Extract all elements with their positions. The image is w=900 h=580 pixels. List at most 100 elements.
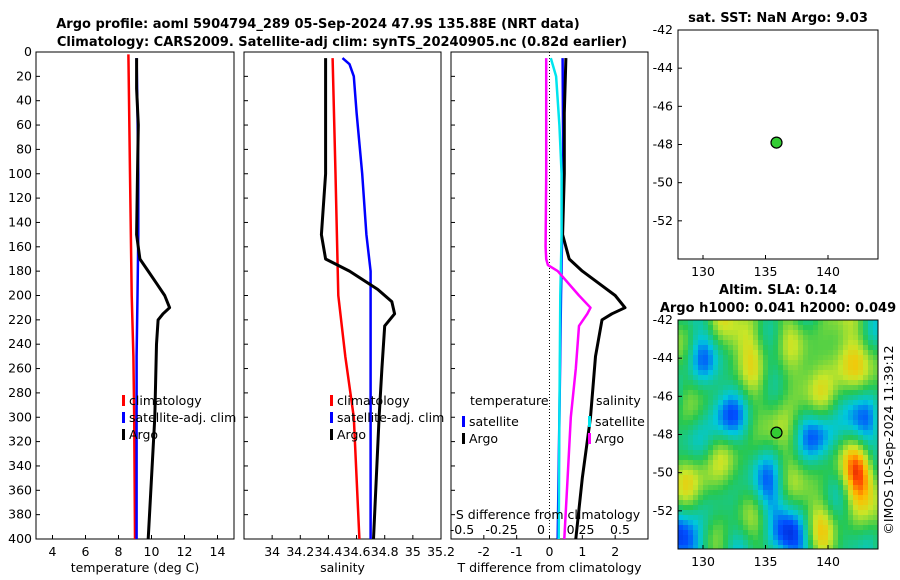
sla-cell: [828, 525, 834, 531]
sla-cell: [683, 435, 689, 441]
sla-cell: [713, 545, 719, 549]
sla-cell: [733, 475, 739, 481]
sla-cell: [688, 455, 694, 461]
sla-cell: [693, 500, 699, 506]
sla-cell: [753, 325, 759, 331]
sla-cell: [783, 415, 789, 421]
sla-cell: [873, 465, 878, 471]
sla-cell: [838, 390, 844, 396]
sla-cell: [728, 470, 734, 476]
sla-cell: [723, 520, 729, 526]
sla-cell: [703, 430, 709, 436]
sla-cell: [783, 405, 789, 411]
sla-cell: [828, 480, 834, 486]
sla-cell: [683, 425, 689, 431]
sla-cell: [788, 495, 794, 501]
sla-cell: [853, 535, 859, 541]
sla-cell: [818, 400, 824, 406]
sla-cell: [838, 365, 844, 371]
sla-cell: [708, 460, 714, 466]
sla-cell: [798, 410, 804, 416]
sla-cell: [688, 530, 694, 536]
sla-cell: [843, 475, 849, 481]
sla-cell: [823, 410, 829, 416]
sla-map-title-line1: Altim. SLA: 0.14: [719, 283, 837, 298]
sla-cell: [783, 510, 789, 516]
sla-cell: [808, 425, 814, 431]
sla-cell: [798, 420, 804, 426]
sla-cell: [863, 445, 869, 451]
sla-cell: [728, 340, 734, 346]
sla-cell: [758, 470, 764, 476]
sla-cell: [848, 355, 854, 361]
sla-cell: [848, 350, 854, 356]
sla-cell: [848, 425, 854, 431]
sla-cell: [803, 450, 809, 456]
sla-cell: [803, 410, 809, 416]
sla-cell: [723, 515, 729, 521]
sla-cell: [788, 430, 794, 436]
sla-cell: [768, 510, 774, 516]
sla-cell: [788, 485, 794, 491]
salinity-legend-label: Argo: [337, 427, 366, 442]
sla-cell: [843, 390, 849, 396]
sla-cell: [793, 460, 799, 466]
sla-cell: [748, 520, 754, 526]
sla-cell: [743, 475, 749, 481]
difference-xtick-label: -2: [478, 544, 490, 559]
sla-cell: [738, 495, 744, 501]
sla-cell: [863, 380, 869, 386]
sla-cell: [853, 415, 859, 421]
sla-cell: [753, 400, 759, 406]
sla-cell: [763, 485, 769, 491]
sla-cell: [788, 405, 794, 411]
sla-cell: [803, 365, 809, 371]
plot-layer: 4 6 8 10 12 140204060801001201401601802002202…: [8, 22, 879, 575]
sla-cell: [853, 510, 859, 516]
sla-cell: [828, 335, 834, 341]
sla-cell: [813, 480, 819, 486]
sla-cell: [748, 540, 754, 546]
sla-cell: [693, 525, 699, 531]
sla-cell: [833, 505, 839, 511]
sla-cell: [853, 455, 859, 461]
sla-cell: [748, 505, 754, 511]
sla-cell: [873, 480, 878, 486]
difference-legend-right-title: salinity: [596, 393, 641, 408]
sla-cell: [838, 440, 844, 446]
sla-cell: [768, 365, 774, 371]
sla-cell: [818, 335, 824, 341]
sla-cell: [863, 500, 869, 506]
sla-cell: [803, 405, 809, 411]
sla-cell: [763, 360, 769, 366]
sla-cell: [773, 450, 779, 456]
sla-cell: [728, 435, 734, 441]
sla-cell: [723, 370, 729, 376]
sla-cell: [808, 360, 814, 366]
sla-cell: [708, 545, 714, 549]
sla-cell: [778, 460, 784, 466]
sla-cell: [698, 455, 704, 461]
sla-cell: [803, 480, 809, 486]
sla-cell: [758, 540, 764, 546]
sla-cell: [718, 445, 724, 451]
sla-cell: [718, 390, 724, 396]
sla-cell: [753, 495, 759, 501]
sla-cell: [688, 465, 694, 471]
sla-cell: [733, 330, 739, 336]
sla-cell: [723, 435, 729, 441]
sla-cell: [778, 520, 784, 526]
sla-cell: [803, 460, 809, 466]
sla-cell: [838, 430, 844, 436]
sla-cell: [718, 340, 724, 346]
sla-cell: [693, 335, 699, 341]
sla-cell: [858, 510, 864, 516]
sla-cell: [748, 455, 754, 461]
sla-cell: [793, 485, 799, 491]
sla-cell: [868, 505, 874, 511]
sla-cell: [728, 495, 734, 501]
sla-cell: [858, 520, 864, 526]
sla-cell: [693, 440, 699, 446]
sla-cell: [843, 330, 849, 336]
sla-cell: [838, 345, 844, 351]
